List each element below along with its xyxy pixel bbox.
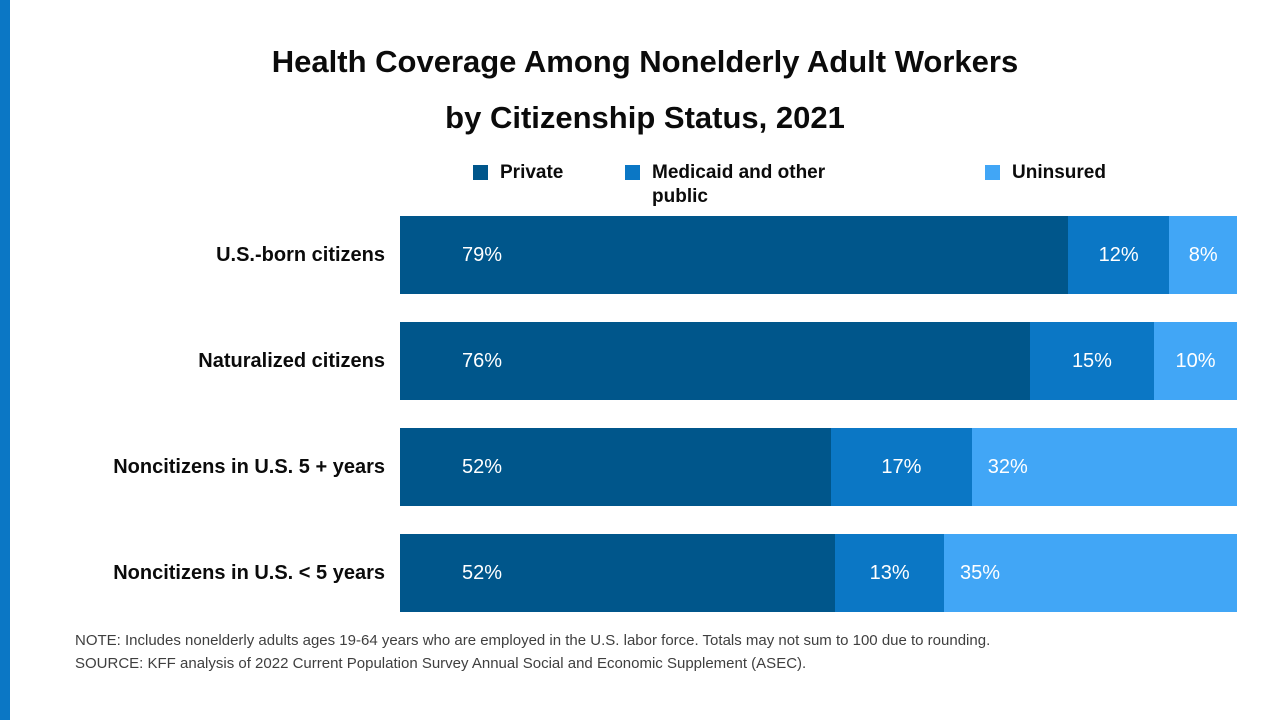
segment-value-label: 8% — [1188, 243, 1218, 266]
segment-value-label: 35% — [960, 561, 1001, 584]
stacked-bar: 76% 15% 10% — [400, 322, 1237, 400]
stacked-bar: 79% 12% 8% — [400, 216, 1237, 294]
source-text: SOURCE: KFF analysis of 2022 Current Pop… — [75, 655, 807, 672]
bar-segment: 8% — [1169, 216, 1237, 294]
stacked-bar: 52% 13% 35% — [400, 534, 1237, 612]
segment-value-label: 13% — [869, 561, 910, 584]
segment-value-label: 17% — [881, 455, 922, 478]
segment-value-label: 52% — [462, 455, 503, 478]
legend: Private Medicaid and other public Uninsu… — [400, 161, 1240, 219]
legend-label: Medicaid and other public — [652, 162, 826, 207]
bar-segment: 52% — [400, 534, 836, 612]
legend-item-uninsured: Uninsured — [985, 161, 1106, 185]
bar-segment: 35% — [944, 534, 1237, 612]
legend-item-private: Private — [473, 161, 563, 185]
row-label: Noncitizens in U.S. < 5 years — [113, 561, 385, 584]
bar-row: Noncitizens in U.S. 5 + years 52% 17% 32% — [113, 428, 1237, 506]
legend-swatch — [985, 165, 1000, 180]
chart-title: Health Coverage Among Nonelderly Adult W… — [10, 34, 1280, 146]
bar-segment: 10% — [1154, 322, 1237, 400]
chart-title-line1: Health Coverage Among Nonelderly Adult W… — [271, 44, 1019, 79]
segment-value-label: 79% — [462, 243, 503, 266]
row-label: Naturalized citizens — [198, 349, 385, 372]
bar-segment: 32% — [971, 428, 1237, 506]
legend-label: Private — [500, 162, 564, 183]
bar-row: U.S.-born citizens 79% 12% 8% — [216, 216, 1237, 294]
bar-segment: 13% — [835, 534, 945, 612]
bar-segment: 15% — [1029, 322, 1155, 400]
bar-row: Naturalized citizens 76% 15% 10% — [198, 322, 1237, 400]
legend-item-medicaid: Medicaid and other public — [625, 161, 877, 209]
bar-segment: 17% — [830, 428, 972, 506]
bar-segment: 52% — [400, 428, 831, 506]
legend-swatch — [473, 165, 488, 180]
bar-segment: 79% — [400, 216, 1068, 294]
note-text: NOTE: Includes nonelderly adults ages 19… — [75, 632, 991, 649]
segment-value-label: 10% — [1175, 349, 1216, 372]
bar-rows: U.S.-born citizens 79% 12% 8% Naturalized ci… — [113, 216, 1237, 640]
segment-value-label: 12% — [1098, 243, 1139, 266]
segment-value-label: 76% — [462, 349, 503, 372]
legend-label: Uninsured — [1012, 162, 1106, 183]
segment-value-label: 32% — [987, 455, 1028, 478]
stacked-bar: 52% 17% 32% — [400, 428, 1237, 506]
row-label: Noncitizens in U.S. 5 + years — [113, 455, 385, 478]
bar-segment: 12% — [1067, 216, 1170, 294]
legend-swatch — [625, 165, 640, 180]
footnotes: NOTE: Includes nonelderly adults ages 19… — [75, 629, 1250, 675]
bar-segment: 76% — [400, 322, 1030, 400]
segment-value-label: 52% — [462, 561, 503, 584]
accent-stripe — [0, 0, 10, 720]
segment-value-label: 15% — [1071, 349, 1112, 372]
chart-title-line2: by Citizenship Status, 2021 — [445, 100, 845, 135]
bar-row: Noncitizens in U.S. < 5 years 52% 13% 35% — [113, 534, 1237, 612]
row-label: U.S.-born citizens — [216, 243, 385, 266]
